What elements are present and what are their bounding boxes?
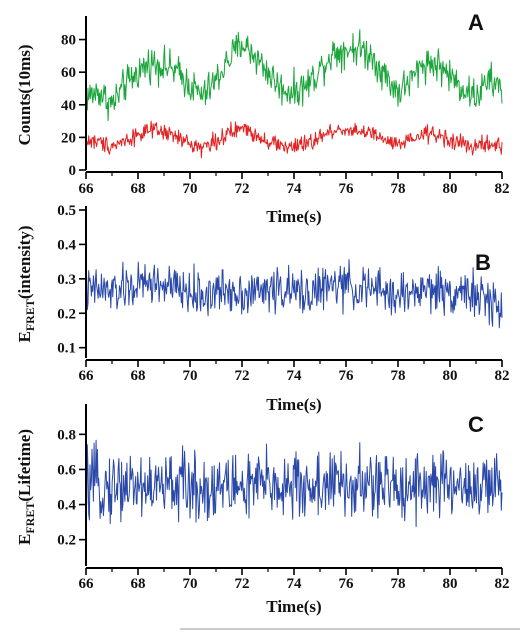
x-tick-label: 82 bbox=[495, 368, 510, 384]
y-tick-label: 0.2 bbox=[57, 533, 76, 549]
x-tick-label: 70 bbox=[183, 576, 198, 592]
x-axis-label: Time(s) bbox=[266, 395, 321, 414]
x-tick-label: 78 bbox=[391, 181, 406, 197]
x-tick-label: 78 bbox=[391, 576, 406, 592]
series-line-1 bbox=[85, 439, 503, 528]
panel-letter: A bbox=[468, 10, 484, 35]
x-tick-label: 80 bbox=[443, 576, 458, 592]
x-tick-label: 68 bbox=[131, 576, 146, 592]
x-tick-label: 80 bbox=[443, 368, 458, 384]
y-tick-label: 80 bbox=[61, 33, 76, 49]
y-tick-label: 0.4 bbox=[57, 237, 76, 253]
y-tick-label: 60 bbox=[61, 65, 76, 81]
panel-b: 66 68 70 72 74 76 78 80 82 0.1 0.2 0.3 0.4 0.5 Time(s)… bbox=[15, 203, 510, 414]
y-tick-label: 0.2 bbox=[57, 306, 76, 322]
y-tick-label: 40 bbox=[61, 98, 76, 114]
series-line-1 bbox=[85, 29, 503, 122]
x-tick-label: 74 bbox=[287, 181, 303, 197]
y-tick-label: 0.4 bbox=[57, 498, 76, 514]
x-tick-label: 74 bbox=[287, 576, 303, 592]
panel-a: 66 68 70 72 74 76 78 80 82 0 20 40 60 80 Time(s) Counts… bbox=[15, 10, 510, 226]
x-tick-label: 66 bbox=[79, 576, 95, 592]
y-axis-label: Counts(10ms) bbox=[15, 44, 34, 145]
y-tick-label: 0.6 bbox=[57, 462, 76, 478]
x-tick-label: 72 bbox=[235, 576, 250, 592]
x-tick-label: 72 bbox=[235, 368, 250, 384]
x-axis-label: Time(s) bbox=[266, 597, 321, 616]
y-tick-label: 0 bbox=[69, 163, 77, 179]
y-tick-label: 0.5 bbox=[57, 203, 76, 219]
x-tick-label: 76 bbox=[339, 368, 355, 384]
series-line-2 bbox=[85, 120, 503, 159]
x-tick-label: 76 bbox=[339, 576, 355, 592]
x-tick-label: 82 bbox=[495, 576, 510, 592]
x-tick-label: 66 bbox=[79, 368, 95, 384]
x-tick-label: 82 bbox=[495, 181, 510, 197]
x-tick-label: 78 bbox=[391, 368, 406, 384]
x-tick-label: 74 bbox=[287, 368, 303, 384]
panel-c: 66 68 70 72 74 76 78 80 82 0.2 0.4 0.6 0.8 Time(s) EFR… bbox=[15, 404, 510, 616]
y-tick-label: 0.3 bbox=[57, 272, 76, 288]
y-tick-label: 0.8 bbox=[57, 427, 76, 443]
x-tick-label: 72 bbox=[235, 181, 250, 197]
panel-letter: C bbox=[468, 412, 484, 437]
x-tick-label: 76 bbox=[339, 181, 355, 197]
x-tick-label: 66 bbox=[79, 181, 95, 197]
x-tick-label: 70 bbox=[183, 368, 198, 384]
x-tick-label: 68 bbox=[131, 368, 146, 384]
y-axis-label: EFRET(intensity) bbox=[15, 225, 37, 342]
x-tick-label: 68 bbox=[131, 181, 146, 197]
panel-letter: B bbox=[475, 250, 491, 275]
x-axis-label: Time(s) bbox=[266, 207, 321, 226]
y-tick-label: 20 bbox=[61, 130, 76, 146]
series-line-1 bbox=[85, 259, 503, 329]
x-tick-label: 80 bbox=[443, 181, 458, 197]
x-tick-label: 70 bbox=[183, 181, 198, 197]
y-tick-label: 0.1 bbox=[57, 341, 76, 357]
y-axis-label: EFRET(Lifetime) bbox=[15, 429, 37, 545]
